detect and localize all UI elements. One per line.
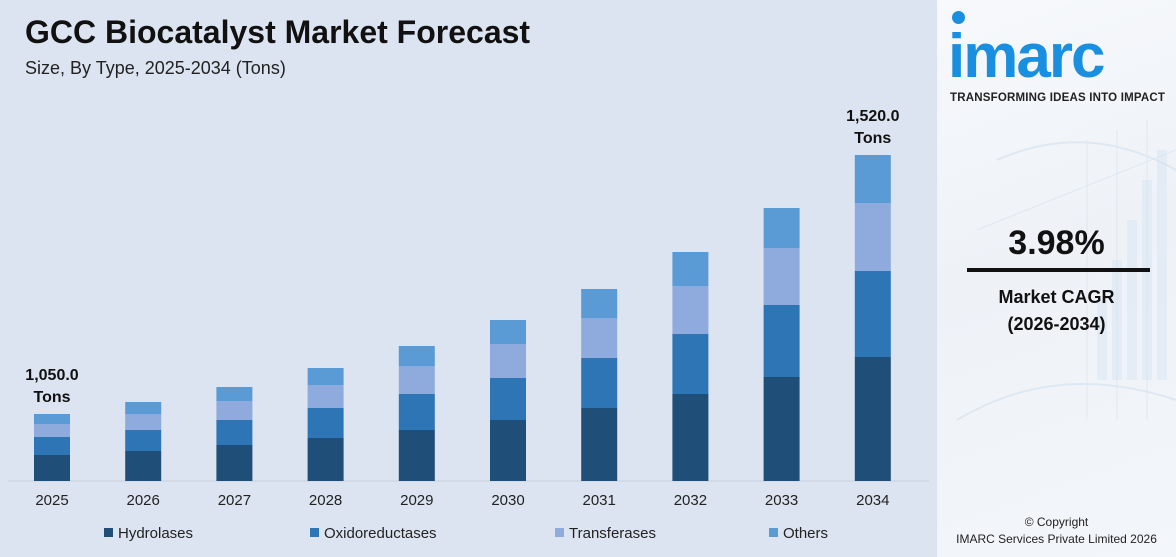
- bar-segment-transferases-2027: [216, 401, 253, 420]
- total-label-unit-2025: Tons: [33, 389, 70, 406]
- background-decoration: [956, 120, 1176, 421]
- bar-segment-others-2029: [398, 346, 435, 366]
- x-tick-label-2025: 2025: [35, 492, 68, 509]
- legend-item-transferases: Transferases: [555, 525, 656, 542]
- imarc-logo: imarc: [948, 22, 1105, 91]
- total-label-value-2025: 1,050.0: [25, 367, 78, 384]
- bar-segment-others-2026: [125, 402, 162, 414]
- bar-segment-others-2034: [854, 155, 891, 203]
- total-label-value-2034: 1,520.0: [846, 108, 899, 125]
- bar-segment-hydrolases-2030: [490, 420, 526, 481]
- x-tick-label-2034: 2034: [856, 492, 889, 509]
- bar-segment-oxidoreductases-2031: [581, 358, 618, 408]
- bar-segment-others-2033: [763, 208, 800, 248]
- x-tick-label-2031: 2031: [583, 492, 616, 509]
- bar-segment-transferases-2032: [672, 286, 709, 334]
- bar-segment-oxidoreductases-2026: [125, 430, 162, 451]
- bar-segment-transferases-2026: [125, 414, 162, 430]
- bar-segment-hydrolases-2028: [307, 438, 344, 481]
- bar-segment-hydrolases-2029: [398, 430, 435, 481]
- bar-segment-transferases-2025: [34, 424, 70, 437]
- bar-segment-hydrolases-2034: [854, 357, 891, 481]
- bar-segment-transferases-2031: [581, 318, 618, 358]
- bar-segment-oxidoreductases-2032: [672, 334, 709, 394]
- logo-dot: [952, 11, 965, 24]
- stacked-bar-chart: 2025 2026 2027 2028 2029 2030 2031 2032 2033 2034…: [8, 108, 929, 509]
- x-tick-label-2030: 2030: [491, 492, 524, 509]
- chart-subtitle: Size, By Type, 2025-2034 (Tons): [25, 58, 286, 78]
- bar-segment-transferases-2029: [398, 366, 435, 394]
- bar-segment-oxidoreductases-2033: [763, 305, 800, 377]
- bar-segment-transferases-2030: [490, 344, 526, 378]
- bar-segment-hydrolases-2033: [763, 377, 800, 481]
- x-tick-label-2028: 2028: [309, 492, 342, 509]
- bar-segment-hydrolases-2031: [581, 408, 618, 481]
- x-tick-label-2026: 2026: [127, 492, 160, 509]
- bar-segment-oxidoreductases-2034: [854, 271, 891, 357]
- total-label-unit-2034: Tons: [854, 130, 891, 147]
- cagr-divider: [967, 268, 1150, 272]
- legend-swatch-transferases: [555, 528, 564, 537]
- chart-legend: Hydrolases Oxidoreductases Transferases Oth…: [104, 525, 924, 545]
- bar-segment-hydrolases-2027: [216, 445, 253, 481]
- bar-segment-transferases-2034: [854, 203, 891, 271]
- copyright-text: © Copyright: [1024, 515, 1089, 529]
- bar-segment-oxidoreductases-2028: [307, 408, 344, 438]
- bar-segment-others-2028: [307, 368, 344, 385]
- legend-swatch-others: [769, 528, 778, 537]
- cagr-value: 3.98%: [1008, 224, 1105, 262]
- side-panel: [937, 0, 1176, 557]
- x-tick-label-2029: 2029: [400, 492, 433, 509]
- bar-segment-others-2032: [672, 252, 709, 286]
- bar-segment-transferases-2028: [307, 385, 344, 408]
- legend-label-others: Others: [783, 525, 829, 542]
- copyright-owner: IMARC Services Private Limited 2026: [956, 532, 1157, 546]
- bar-segment-hydrolases-2032: [672, 394, 709, 481]
- cagr-label: Market CAGR: [998, 287, 1115, 307]
- legend-item-hydrolases: Hydrolases: [104, 525, 193, 542]
- bar-segment-others-2025: [34, 414, 70, 424]
- legend-item-others: Others: [769, 525, 828, 542]
- bar-segment-oxidoreductases-2030: [490, 378, 526, 420]
- legend-swatch-oxidoreductases: [310, 528, 319, 537]
- chart-title: GCC Biocatalyst Market Forecast: [25, 14, 531, 50]
- bar-segment-others-2030: [490, 320, 526, 344]
- bar-segment-oxidoreductases-2027: [216, 420, 253, 445]
- brand-tagline: TRANSFORMING IDEAS INTO IMPACT: [950, 92, 1166, 104]
- legend-item-oxidoreductases: Oxidoreductases: [310, 525, 437, 542]
- legend-label-oxidoreductases: Oxidoreductases: [324, 525, 437, 542]
- bar-segment-transferases-2033: [763, 248, 800, 305]
- x-tick-label-2027: 2027: [218, 492, 251, 509]
- x-tick-label-2032: 2032: [674, 492, 707, 509]
- bar-segment-oxidoreductases-2025: [34, 437, 70, 455]
- x-tick-label-2033: 2033: [765, 492, 798, 509]
- legend-label-hydrolases: Hydrolases: [118, 525, 194, 542]
- bar-segment-others-2031: [581, 289, 618, 318]
- bar-segment-others-2027: [216, 387, 253, 401]
- bar-segment-oxidoreductases-2029: [398, 394, 435, 430]
- cagr-period: (2026-2034): [1007, 314, 1106, 334]
- bar-segment-hydrolases-2026: [125, 451, 162, 481]
- legend-swatch-hydrolases: [104, 528, 113, 537]
- legend-label-transferases: Transferases: [569, 525, 656, 542]
- bar-segment-hydrolases-2025: [34, 455, 70, 481]
